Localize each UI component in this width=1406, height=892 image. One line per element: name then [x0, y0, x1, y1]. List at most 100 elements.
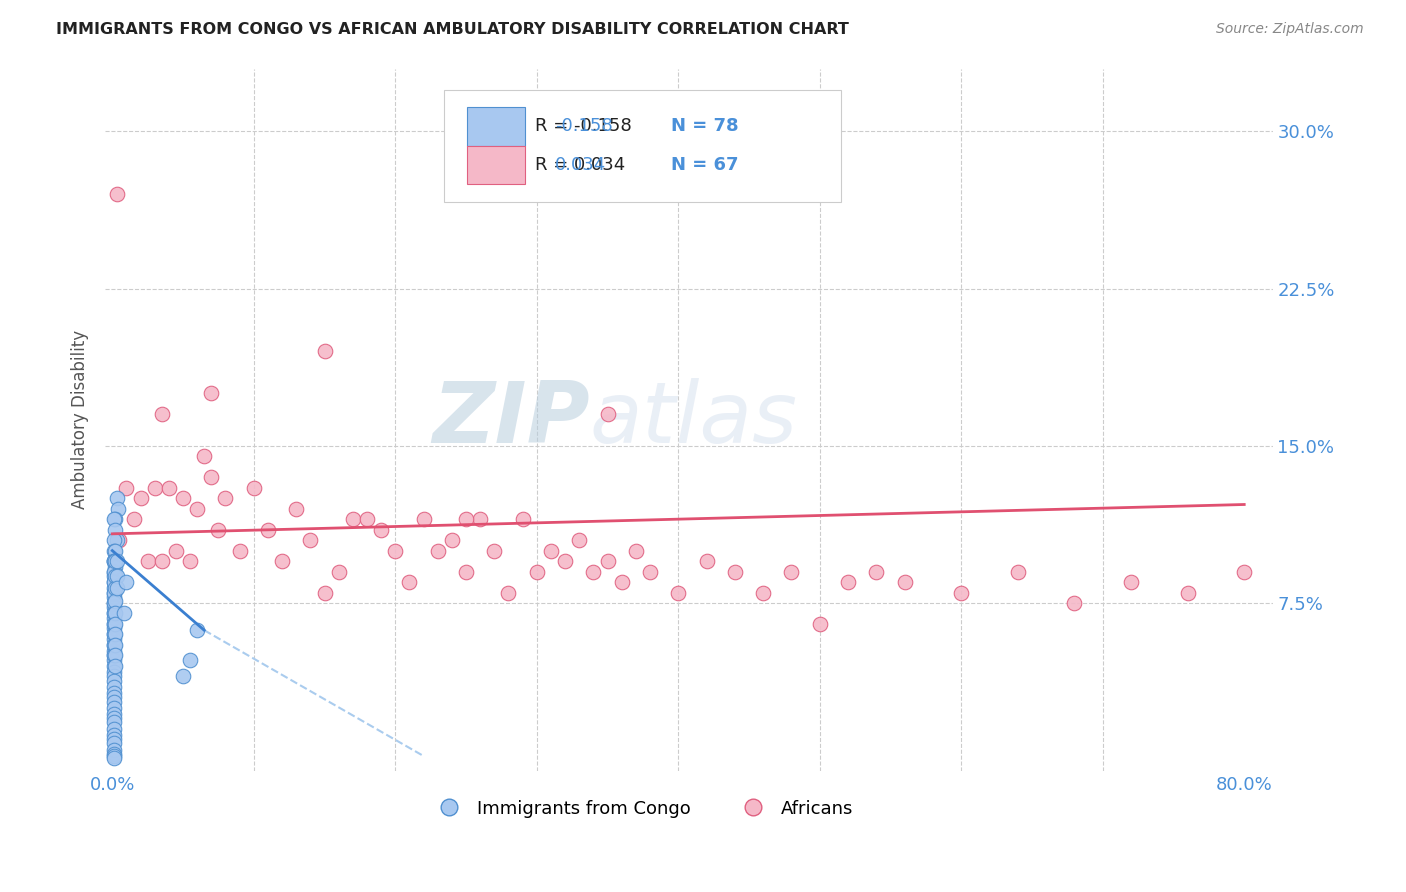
- Point: [103, 585, 125, 599]
- Point: [103, 582, 125, 596]
- Point: [624, 543, 647, 558]
- Point: [370, 523, 392, 537]
- Point: [172, 669, 194, 683]
- Point: [103, 736, 125, 750]
- Point: [104, 659, 127, 673]
- Point: [105, 187, 128, 202]
- Point: [103, 568, 125, 582]
- Point: [104, 648, 127, 663]
- Point: [103, 749, 125, 764]
- Point: [143, 481, 166, 495]
- Point: [165, 543, 187, 558]
- Point: [299, 533, 322, 548]
- Point: [314, 585, 336, 599]
- Point: [103, 707, 125, 722]
- Point: [596, 554, 619, 568]
- Point: [103, 648, 125, 663]
- Point: [228, 543, 250, 558]
- Text: ZIP: ZIP: [432, 378, 589, 461]
- Point: [285, 501, 308, 516]
- FancyBboxPatch shape: [467, 145, 526, 185]
- Point: [103, 621, 125, 635]
- Point: [454, 565, 477, 579]
- Point: [103, 638, 125, 652]
- Point: [103, 690, 125, 705]
- Point: [115, 481, 138, 495]
- Point: [1007, 565, 1029, 579]
- Point: [179, 652, 201, 666]
- Point: [112, 607, 135, 621]
- Point: [1177, 585, 1199, 599]
- Point: [454, 512, 477, 526]
- Point: [103, 694, 125, 708]
- Point: [172, 491, 194, 506]
- Point: [808, 617, 831, 632]
- Point: [104, 554, 127, 568]
- Point: [103, 659, 125, 673]
- Point: [108, 533, 131, 548]
- Point: [103, 728, 125, 742]
- Point: [103, 669, 125, 683]
- Point: [837, 575, 859, 590]
- Point: [526, 565, 548, 579]
- Point: [893, 575, 915, 590]
- Point: [440, 533, 463, 548]
- Point: [426, 543, 449, 558]
- Point: [186, 624, 208, 638]
- Point: [105, 568, 128, 582]
- Point: [103, 648, 125, 663]
- Point: [214, 491, 236, 506]
- Point: [150, 408, 173, 422]
- Point: [104, 523, 127, 537]
- Point: [950, 585, 973, 599]
- Point: [666, 585, 689, 599]
- Point: [103, 590, 125, 604]
- Point: [384, 543, 406, 558]
- Point: [865, 565, 887, 579]
- Point: [103, 607, 125, 621]
- Point: [103, 673, 125, 688]
- Point: [780, 565, 803, 579]
- Point: [150, 554, 173, 568]
- Point: [103, 554, 125, 568]
- Point: [104, 560, 127, 574]
- Point: [104, 582, 127, 596]
- Point: [103, 565, 125, 579]
- Point: [257, 523, 280, 537]
- Text: -0.158: -0.158: [554, 117, 613, 135]
- Point: [242, 481, 264, 495]
- Point: [554, 554, 576, 568]
- Text: 0.034: 0.034: [554, 156, 606, 174]
- Point: [104, 568, 127, 582]
- Point: [105, 491, 128, 506]
- Point: [638, 565, 661, 579]
- Point: [103, 711, 125, 725]
- Point: [103, 554, 125, 568]
- Point: [104, 607, 127, 621]
- Point: [103, 743, 125, 757]
- Point: [115, 575, 138, 590]
- Legend: Immigrants from Congo, Africans: Immigrants from Congo, Africans: [425, 792, 860, 825]
- Point: [470, 512, 492, 526]
- Text: R = 0.034: R = 0.034: [534, 156, 626, 174]
- Point: [105, 554, 128, 568]
- Point: [540, 543, 562, 558]
- Point: [193, 450, 215, 464]
- Point: [314, 344, 336, 359]
- Point: [103, 632, 125, 646]
- Point: [103, 715, 125, 730]
- Point: [103, 585, 125, 599]
- Point: [103, 554, 125, 568]
- Text: atlas: atlas: [589, 378, 797, 461]
- Point: [328, 565, 350, 579]
- Point: [103, 610, 125, 624]
- Point: [103, 732, 125, 747]
- Text: Source: ZipAtlas.com: Source: ZipAtlas.com: [1216, 22, 1364, 37]
- Point: [271, 554, 294, 568]
- Point: [103, 751, 125, 765]
- Point: [200, 470, 222, 484]
- Point: [356, 512, 378, 526]
- Point: [103, 617, 125, 632]
- Text: N = 67: N = 67: [671, 156, 740, 174]
- Point: [103, 617, 125, 632]
